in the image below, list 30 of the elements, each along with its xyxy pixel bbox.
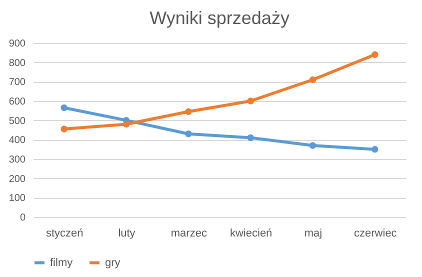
y-tick-label: 500 (8, 116, 26, 127)
y-tick-label: 100 (8, 193, 26, 204)
point (247, 134, 254, 142)
x-tick-label: styczeń (46, 228, 84, 240)
point (309, 76, 316, 84)
x-tick-label: luty (118, 228, 136, 240)
x-tick-label: maj (304, 228, 322, 240)
legend-label: filmy (50, 256, 74, 269)
point (372, 51, 378, 58)
point (60, 126, 68, 132)
y-tick-label: 800 (8, 58, 26, 69)
y-tick-label: 300 (8, 154, 26, 166)
x-tick-label: kwiecień (230, 228, 272, 240)
point (185, 108, 192, 115)
y-tick-label: 0 (20, 212, 26, 224)
y-tick-label: 600 (8, 96, 26, 108)
legend-label: gry (105, 256, 121, 269)
point (372, 146, 378, 153)
point (60, 104, 68, 112)
x-tick-label: czerwiec (354, 228, 398, 240)
chart-title: Wyniki sprzedaży (150, 8, 290, 28)
point (247, 98, 254, 104)
y-tick-label: 700 (8, 77, 26, 88)
x-tick-label: marzec (170, 228, 208, 240)
y-tick-label: 900 (8, 38, 26, 50)
point (122, 120, 130, 128)
point (185, 130, 192, 138)
y-tick-label: 200 (8, 174, 26, 185)
point (309, 142, 316, 149)
y-tick-label: 400 (8, 135, 26, 146)
